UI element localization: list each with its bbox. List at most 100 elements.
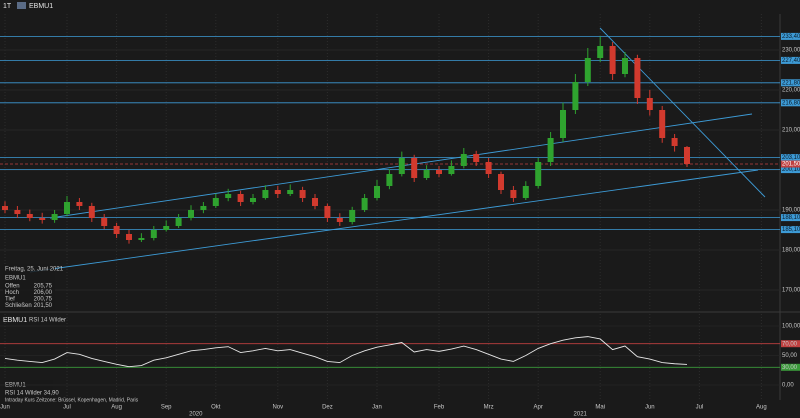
candle-body [250,198,256,202]
candle-body [646,98,653,110]
last-price-tag [781,160,800,168]
candle-body [51,214,58,220]
candle-body [299,190,306,198]
candle-body [150,230,157,238]
info-key: Offen [5,284,20,290]
candle-body [634,58,641,98]
candle-body [584,58,591,82]
x-tick-label: Jun [0,405,10,411]
x-tick-label: Dez [322,405,333,411]
candle-body [535,162,542,186]
candle-body [622,58,628,74]
footer: Intraday Kurs Zeitzone: Brüssel, Kopenha… [5,397,139,403]
info-value: 206,00 [34,290,53,296]
y-tick-label: 190,00 [782,208,800,214]
x-tick-label: Okt [211,405,221,411]
info-bg [3,264,55,311]
info-symbol: EBMU1 [5,276,26,282]
level-label: 200,10 [782,167,800,173]
trendline [29,169,759,273]
x-tick-label: Mai [595,405,605,411]
candle-body [126,234,132,240]
info-value: 201,50 [34,303,53,309]
y-tick-label: 170,00 [782,288,800,294]
x-tick-label: Aug [756,405,767,411]
y-tick-label: 230,00 [782,48,800,54]
candle-body [671,138,678,146]
candle-body [287,190,294,194]
candle-body [138,238,145,240]
level-tag [781,32,800,40]
candle-body [609,46,616,74]
x-tick-label: Aug [111,405,122,411]
candle-body [684,147,690,164]
candle-body [237,194,244,202]
x-tick-label: Sep [161,405,172,411]
candle-body [225,194,232,198]
info-key: Schließen [5,303,32,309]
candle-body [386,174,393,186]
rsi-tick-label: 0,00 [782,383,794,389]
candle-body [398,158,405,174]
candle-body [436,170,442,174]
candle-body [14,210,21,214]
badge [17,2,26,9]
candle-body [175,218,182,226]
candle-body [113,226,120,234]
x-tick-label: Nov [272,405,283,411]
level-label: 203,10 [782,155,800,161]
candle-body [597,46,604,58]
level-tag [781,214,800,222]
x-tick-label: Mrz [484,405,494,411]
info-value: 200,75 [34,297,53,303]
level-tag [781,226,800,234]
candle-body [262,190,269,198]
rsi-line [4,336,688,368]
candle-body [498,174,504,190]
candle-body [163,226,170,230]
y-tick-label: 210,00 [782,128,800,134]
level-tag [781,166,800,174]
candle-body [200,206,207,210]
x-tick-label: Apr [534,405,543,411]
candle-body [448,166,455,174]
rsi-readout: RSI 14 Wilder 34,90 [5,391,59,397]
candle-body [361,198,368,210]
rsi-tick-label: 50,00 [782,353,798,359]
level-label: 216,80 [782,100,800,106]
candle-body [39,218,46,220]
candle-body [460,154,467,166]
candle-body [560,110,566,138]
rsi-tick-label: 70,00 [782,341,798,347]
x-tick-label: Jul [696,405,704,411]
candle-body [26,214,33,218]
candle-body [101,218,108,226]
rsi-tag [781,363,800,371]
candle-body [349,210,356,222]
interval: 1T [3,3,12,10]
level-label: 221,80 [782,80,800,86]
rsi-tag [781,340,800,348]
level-label: 188,10 [782,215,800,221]
candle-body [324,206,331,218]
candle-body [411,158,418,178]
candle-body [522,186,529,198]
level-tag [781,154,800,162]
candle-body [274,190,281,194]
rsi-symbol: EBMU1 [3,317,27,324]
candle-body [336,218,343,222]
candle-body [659,110,666,138]
rsi-info-bg [3,380,53,398]
candle-body [64,202,70,214]
candle-body [312,198,318,206]
candle-body [485,162,492,174]
candle-body [212,198,219,206]
x-tick-label: Jul [63,405,71,411]
last-price-label: 201,50 [782,162,800,168]
candle-body [2,206,8,210]
candle-body [572,82,579,110]
info-value: 205,75 [34,284,53,290]
y-tick-label: 220,00 [782,88,800,94]
